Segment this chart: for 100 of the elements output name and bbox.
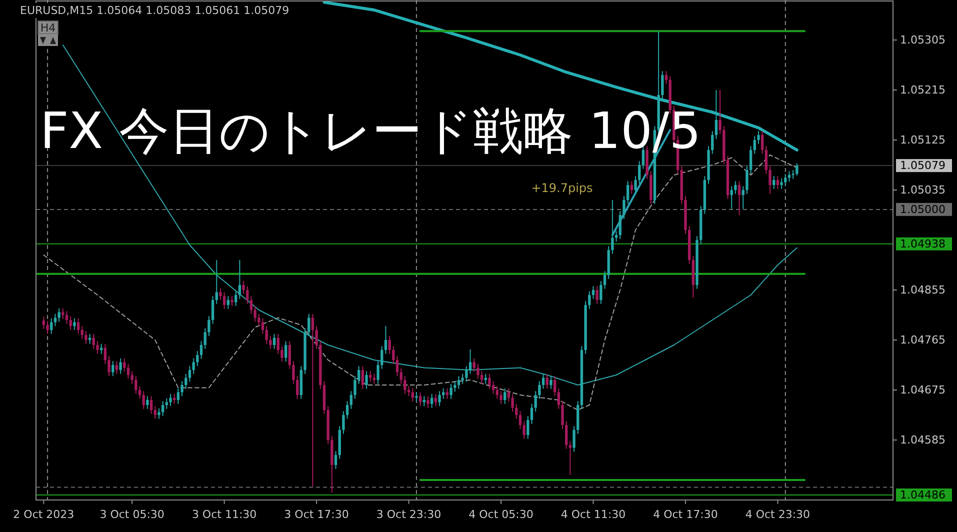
candlestick <box>246 286 249 304</box>
candlestick <box>638 160 641 184</box>
y-tick-label: 1.05215 <box>900 84 946 96</box>
candlestick <box>515 403 518 420</box>
candlestick <box>454 380 456 392</box>
candlestick <box>346 400 349 420</box>
y-tick-label: 1.04765 <box>900 334 946 346</box>
candlestick <box>142 390 145 410</box>
candlestick <box>664 70 668 84</box>
candlestick <box>753 136 756 154</box>
candlestick <box>261 318 264 334</box>
candlestick <box>58 308 60 322</box>
candlestick <box>119 358 122 374</box>
candlestick <box>196 350 199 367</box>
x-tick-label: 3 Oct 05:30 <box>100 508 164 521</box>
candlestick <box>115 360 118 374</box>
candlestick <box>776 176 780 190</box>
y-tick-label: 1.05035 <box>900 184 946 196</box>
candlestick <box>438 390 441 407</box>
candlestick <box>361 366 364 390</box>
candlestick <box>134 376 138 394</box>
candlestick <box>169 393 172 407</box>
candlestick <box>276 333 280 354</box>
candlestick <box>788 170 791 182</box>
candlestick <box>592 286 595 300</box>
candlestick <box>564 420 568 450</box>
candlestick <box>600 280 602 304</box>
candlestick <box>457 376 460 390</box>
candlestick <box>146 396 149 410</box>
x-tick-label: 4 Oct 11:30 <box>560 508 626 521</box>
candlestick <box>357 366 360 384</box>
candlestick <box>757 130 760 144</box>
candlestick <box>211 296 214 324</box>
candlestick <box>734 180 737 194</box>
candlestick <box>354 376 356 400</box>
y-tick-label: 1.05125 <box>900 134 946 146</box>
candlestick <box>504 388 506 404</box>
candlestick <box>184 373 188 390</box>
candlestick <box>158 408 160 420</box>
x-tick-label: 4 Oct 05:30 <box>468 508 534 521</box>
candlestick <box>568 440 572 476</box>
candlestick <box>369 370 372 382</box>
candlestick <box>411 388 414 402</box>
candlestick <box>400 368 402 384</box>
candlestick <box>269 336 272 350</box>
candlestick <box>480 370 484 384</box>
candlestick <box>588 290 591 310</box>
candlestick <box>226 296 230 310</box>
candlestick <box>284 340 288 362</box>
candlestick <box>730 186 733 210</box>
candlestick <box>596 286 598 304</box>
candlestick <box>165 398 168 410</box>
x-tick-label: 3 Oct 23:30 <box>376 508 442 521</box>
candlestick <box>296 376 299 400</box>
candlestick <box>154 406 156 420</box>
candlestick <box>380 346 384 370</box>
candlestick <box>518 410 522 430</box>
candlestick <box>418 392 422 407</box>
candlestick <box>265 326 268 344</box>
x-tick-label: 3 Oct 17:30 <box>284 508 349 521</box>
ref-line-label: 1.04486 <box>900 488 946 502</box>
candlestick <box>315 326 318 350</box>
candlestick <box>126 363 130 380</box>
candlestick <box>526 416 530 440</box>
candlestick <box>780 178 783 190</box>
candlestick <box>772 176 776 190</box>
candlestick <box>661 70 664 100</box>
candlestick <box>112 360 114 377</box>
candlestick <box>442 388 445 400</box>
candlestick <box>311 313 314 488</box>
candlestick <box>461 373 464 384</box>
candlestick <box>188 366 192 382</box>
candlestick <box>130 370 134 384</box>
candlestick <box>714 90 718 140</box>
candlestick <box>561 400 564 430</box>
candlestick <box>534 390 537 412</box>
candlestick <box>65 310 68 324</box>
candlestick <box>626 180 630 204</box>
x-tick-label: 4 Oct 17:30 <box>653 508 718 521</box>
candlestick <box>622 196 626 220</box>
candlestick <box>718 90 722 134</box>
candlestick <box>749 146 752 174</box>
candlestick <box>69 316 72 330</box>
candlestick <box>230 296 234 307</box>
y-tick-label: 1.05305 <box>900 34 946 46</box>
candlestick <box>507 388 510 402</box>
candlestick <box>219 288 222 300</box>
candlestick <box>104 343 107 364</box>
candlestick <box>92 333 95 350</box>
candlestick <box>746 166 748 194</box>
candlestick <box>465 366 468 382</box>
candlestick <box>272 333 276 350</box>
annotation: H4 <box>40 22 56 34</box>
candlestick <box>496 386 499 400</box>
candlestick <box>760 130 764 154</box>
ref-line-label: 1.04938 <box>900 237 946 250</box>
candlestick <box>768 166 772 194</box>
candlestick <box>62 308 64 320</box>
candlestick <box>50 318 53 334</box>
candlestick <box>796 162 798 176</box>
